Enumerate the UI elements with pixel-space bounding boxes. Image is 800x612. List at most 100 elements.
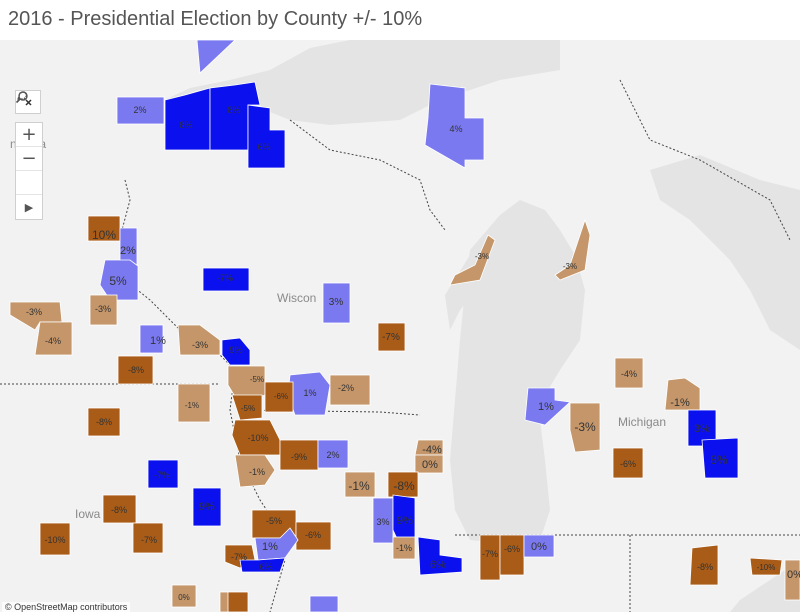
- county-label: -3%: [192, 340, 208, 350]
- county-region[interactable]: [499, 534, 525, 576]
- county-region[interactable]: [171, 584, 197, 608]
- county-region[interactable]: [449, 234, 496, 286]
- county-region[interactable]: [612, 447, 644, 479]
- county-region[interactable]: [147, 459, 179, 489]
- county-label: 1%: [262, 541, 278, 553]
- county-region[interactable]: [479, 534, 501, 581]
- county-region[interactable]: [196, 40, 236, 74]
- county-label: 1%: [150, 335, 166, 347]
- county-region[interactable]: [39, 522, 71, 556]
- county-region[interactable]: [132, 522, 164, 554]
- county-region[interactable]: [295, 521, 332, 551]
- zoom-out-button[interactable]: −: [16, 147, 42, 171]
- county-label: 3%: [329, 297, 344, 308]
- county-label: 2%: [326, 450, 339, 460]
- county-label: 9%: [199, 501, 215, 513]
- county-region[interactable]: [234, 454, 276, 488]
- county-label: -6%: [504, 544, 520, 554]
- county-label: -4%: [422, 444, 442, 456]
- county-region[interactable]: [689, 544, 719, 586]
- county-region[interactable]: [34, 321, 73, 356]
- county-region[interactable]: [209, 81, 261, 151]
- county-label: -5%: [250, 375, 264, 384]
- map-toolbar: + − ▶: [15, 90, 43, 220]
- lake-erie: [730, 560, 800, 612]
- county-label: -3%: [563, 262, 577, 271]
- county-shapes[interactable]: [9, 40, 800, 612]
- county-label: -7%: [141, 535, 157, 545]
- county-label: 8%: [179, 120, 192, 130]
- county-region[interactable]: [117, 355, 154, 385]
- county-region[interactable]: [614, 357, 644, 389]
- county-region[interactable]: [322, 282, 351, 324]
- county-region[interactable]: [177, 324, 221, 356]
- county-label: 0%: [531, 541, 547, 553]
- county-region[interactable]: [344, 471, 376, 498]
- state-label-iowa: Iowa: [75, 507, 101, 521]
- county-region[interactable]: [239, 557, 286, 573]
- county-region[interactable]: [701, 437, 739, 479]
- county-region[interactable]: [749, 557, 783, 576]
- county-map[interactable]: nesota Wiscon Michigan Iowa 2% 8% 8% 6% …: [0, 40, 800, 612]
- county-region[interactable]: [116, 96, 165, 125]
- county-region[interactable]: [247, 104, 286, 169]
- county-label: -5%: [266, 516, 282, 526]
- county-label: 3%: [694, 423, 710, 435]
- county-region[interactable]: [139, 324, 164, 354]
- county-region[interactable]: [414, 454, 444, 474]
- county-label: 8%: [710, 453, 728, 467]
- county-region[interactable]: [569, 402, 601, 453]
- county-region[interactable]: [524, 387, 571, 426]
- county-region[interactable]: [231, 394, 263, 421]
- county-labels: 2% 8% 8% 6% 4% 10% 2% 5% -7% -3% -3% -3%…: [26, 105, 800, 602]
- county-region[interactable]: [523, 534, 555, 558]
- county-label: -7%: [231, 552, 247, 562]
- county-region[interactable]: [554, 218, 591, 281]
- county-label: -10%: [247, 433, 268, 443]
- zoom-in-button[interactable]: +: [16, 123, 42, 147]
- county-label: -4%: [45, 336, 61, 346]
- county-region[interactable]: [329, 374, 371, 406]
- county-region[interactable]: [192, 487, 222, 527]
- county-label: -10%: [44, 535, 65, 545]
- county-label: -2%: [338, 383, 354, 393]
- county-region[interactable]: [309, 595, 339, 612]
- select-tool-button[interactable]: [16, 91, 42, 195]
- county-region[interactable]: [177, 383, 211, 423]
- county-label: -9%: [291, 452, 307, 462]
- county-region[interactable]: [102, 494, 137, 524]
- county-region[interactable]: [417, 536, 463, 576]
- county-label: -8%: [96, 417, 112, 427]
- county-label: -1%: [185, 401, 199, 410]
- county-label: -6%: [305, 530, 321, 540]
- county-label: -8%: [128, 365, 144, 375]
- county-region[interactable]: [317, 439, 349, 469]
- county-region[interactable]: [264, 381, 294, 413]
- county-label: 0%: [422, 459, 438, 471]
- county-label: 9%: [397, 515, 413, 527]
- county-label: 2%: [133, 105, 146, 115]
- county-region[interactable]: [377, 322, 406, 352]
- county-region[interactable]: [227, 591, 249, 612]
- county-region[interactable]: [221, 337, 251, 366]
- county-region[interactable]: [279, 439, 319, 471]
- page-title: 2016 - Presidential Election by County +…: [8, 8, 423, 30]
- county-label: 8%: [227, 105, 240, 115]
- county-region[interactable]: [664, 377, 701, 411]
- county-region[interactable]: [387, 471, 419, 498]
- county-label: -8%: [393, 479, 415, 493]
- county-region[interactable]: [87, 407, 121, 437]
- county-region[interactable]: [392, 536, 416, 560]
- map-canvas[interactable]: nesota Wiscon Michigan Iowa 2% 8% 8% 6% …: [0, 40, 800, 612]
- county-label: -8%: [111, 505, 127, 515]
- county-region[interactable]: [99, 259, 139, 301]
- county-region[interactable]: [424, 83, 485, 169]
- county-label: -3%: [26, 307, 42, 317]
- county-label: -6%: [274, 392, 288, 401]
- map-attribution[interactable]: © OpenStreetMap contributors: [2, 602, 131, 612]
- county-region[interactable]: [202, 267, 250, 292]
- expand-toolbar-button[interactable]: ▶: [16, 195, 42, 219]
- county-label: 4%: [449, 124, 462, 134]
- county-region[interactable]: [784, 559, 800, 601]
- county-region[interactable]: [89, 294, 118, 326]
